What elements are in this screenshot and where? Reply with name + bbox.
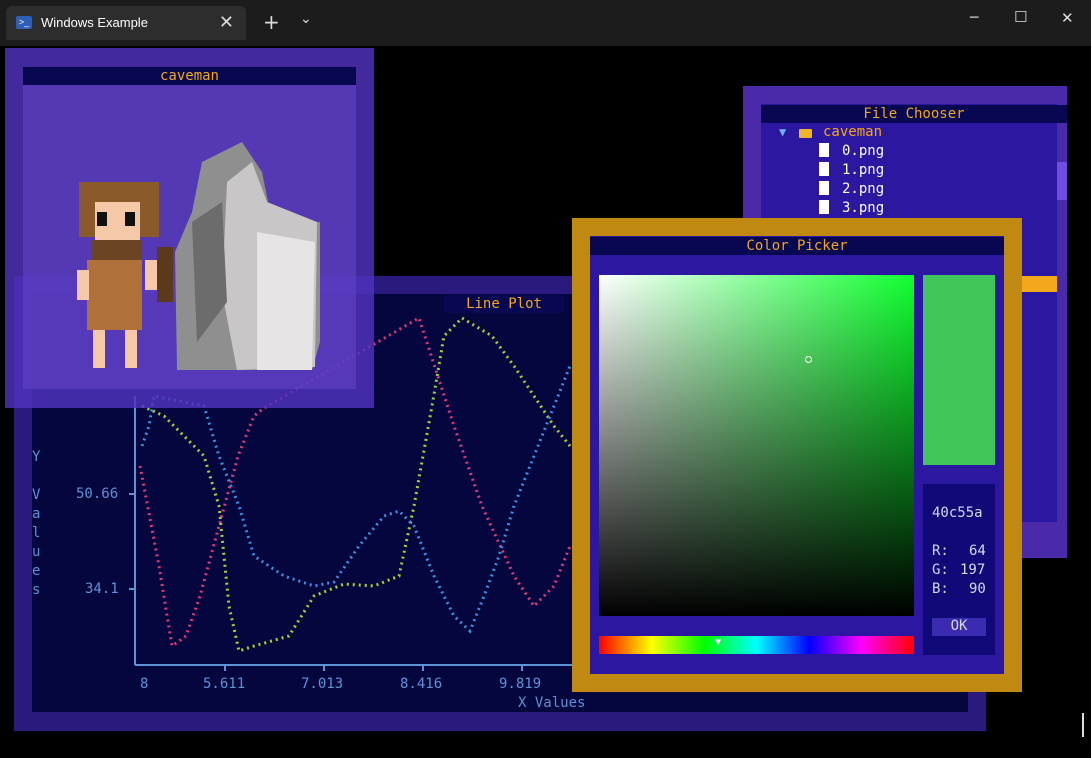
right-eye: [125, 212, 135, 226]
color-picker-window: Color Picker 40c55a R: 64 G: 197 B: 90 O…: [572, 218, 1022, 692]
left-eye: [97, 212, 107, 226]
tab-title: Windows Example: [41, 15, 148, 30]
x-tick-label: 5.611: [203, 676, 246, 692]
r-label: R:: [932, 543, 949, 559]
text-cursor: [1082, 713, 1084, 737]
line-plot-title: Line Plot: [444, 295, 564, 313]
new-tab-button[interactable]: +: [263, 10, 280, 34]
caveman-window: caveman: [5, 48, 374, 408]
tab-windows-example[interactable]: >_ Windows Example ✕: [6, 6, 246, 40]
caveman-sprite: [77, 142, 320, 370]
x-tick-label: 8: [140, 676, 149, 692]
tunic: [87, 260, 142, 330]
file-icon: [819, 143, 829, 157]
dropdown-button[interactable]: ⌄: [300, 11, 312, 27]
club: [157, 247, 173, 302]
folder-icon: [799, 129, 812, 138]
right-leg: [125, 330, 137, 368]
file-item[interactable]: 2.png: [842, 181, 885, 197]
file-icon: [819, 200, 829, 214]
file-item[interactable]: 1.png: [842, 162, 885, 178]
color-picker-title: Color Picker: [590, 237, 1004, 255]
x-tick-label: 9.819: [499, 676, 542, 692]
file-item[interactable]: 0.png: [842, 143, 885, 159]
file-icon: [819, 181, 829, 195]
maximize-button[interactable]: ☐: [1014, 8, 1028, 26]
minimize-button[interactable]: ─: [970, 10, 979, 26]
caveman-title: caveman: [23, 67, 356, 85]
hue-slider-handle-icon[interactable]: ▼: [715, 637, 722, 648]
expand-arrow-icon[interactable]: ▼: [779, 125, 787, 139]
left-leg: [93, 330, 105, 368]
hue-slider[interactable]: [599, 636, 914, 654]
scrollbar-thumb[interactable]: [1057, 162, 1067, 200]
g-value: 197: [960, 562, 986, 578]
rock-shadow: [192, 202, 227, 342]
x-axis-label: X Values: [518, 695, 586, 711]
rock-light: [257, 232, 315, 370]
color-preview: [923, 275, 995, 465]
x-tick-label: 8.416: [400, 676, 443, 692]
x-tick-label: 7.013: [301, 676, 344, 692]
b-value: 90: [969, 581, 986, 597]
r-value: 64: [969, 543, 986, 559]
hex-value: 40c55a: [932, 505, 983, 521]
plot-svg: [129, 315, 574, 671]
file-item[interactable]: 3.png: [842, 200, 885, 216]
b-label: B:: [932, 581, 949, 597]
title-bar: >_ Windows Example ✕ + ⌄ ─ ☐ ✕: [0, 0, 1091, 46]
close-window-button[interactable]: ✕: [1061, 9, 1074, 27]
close-tab-button[interactable]: ✕: [218, 12, 234, 32]
ok-button[interactable]: OK: [932, 618, 986, 636]
y-axis-label-text: Y V a l u e s: [32, 449, 41, 598]
folder-caveman[interactable]: caveman: [823, 124, 883, 140]
left-arm: [77, 270, 89, 300]
file-icon: [819, 162, 829, 176]
y-tick-label: 34.1: [85, 581, 119, 597]
y-tick-label: 50.66: [76, 486, 119, 502]
beard: [92, 240, 142, 260]
y-axis-label: Y V a l u e s: [32, 410, 66, 638]
series-b-line: [141, 316, 572, 653]
powershell-icon: >_: [16, 16, 32, 29]
saturation-value-area[interactable]: [599, 275, 914, 616]
g-label: G:: [932, 562, 949, 578]
file-chooser-title: File Chooser: [761, 105, 1067, 123]
color-cursor[interactable]: [805, 356, 812, 363]
